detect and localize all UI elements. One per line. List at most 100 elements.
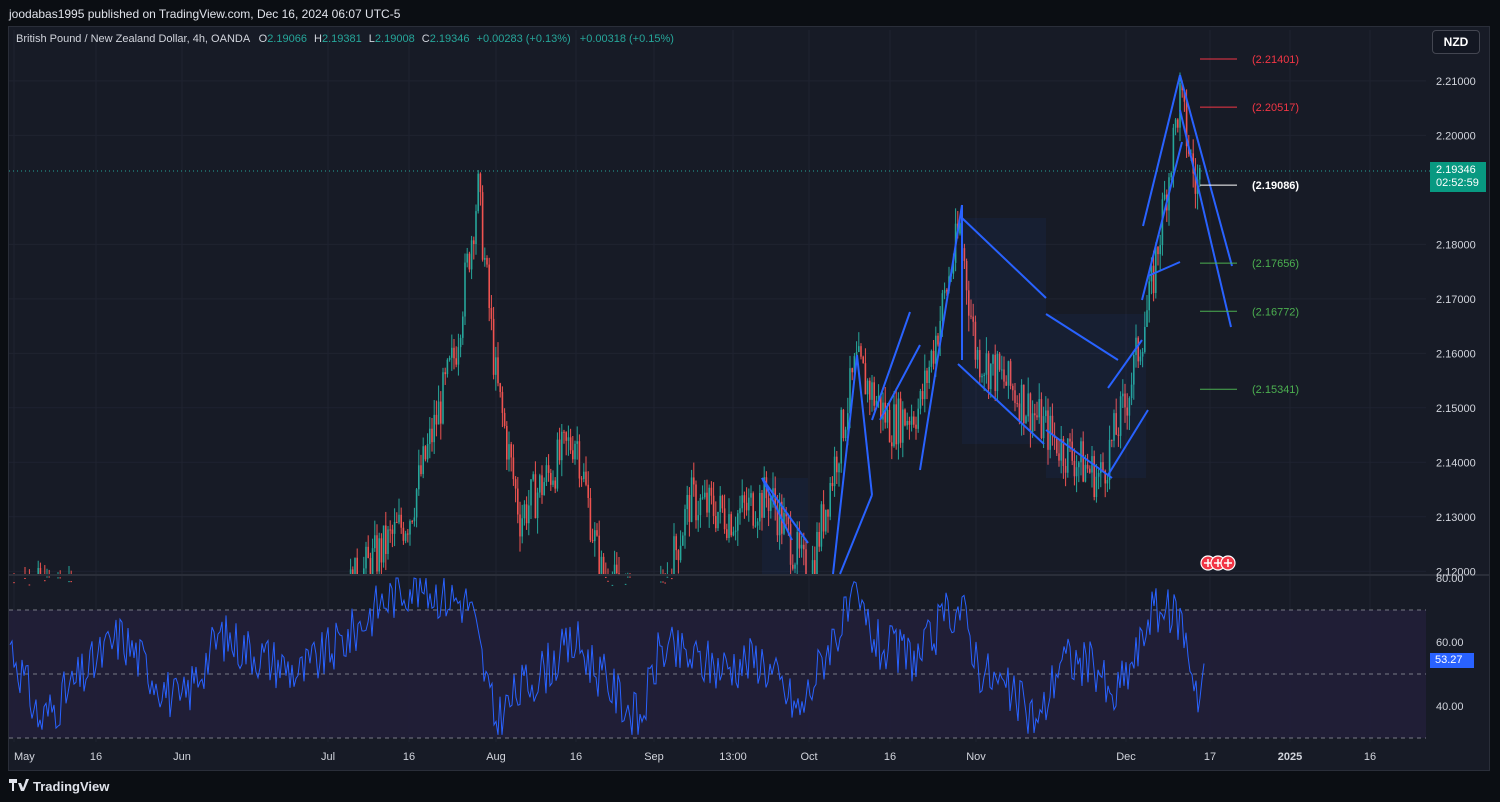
candle-body [710, 487, 713, 496]
candle-body [932, 350, 935, 364]
candle-body [693, 477, 695, 485]
candle-body [492, 318, 495, 375]
candle-body [836, 456, 838, 473]
candle-body [1014, 390, 1016, 403]
candle-body [618, 573, 620, 575]
candle-body [882, 402, 884, 420]
publisher-caption: joodabas1995 published on TradingView.co… [9, 7, 401, 21]
candle-body [39, 568, 42, 574]
candle-body [1115, 413, 1117, 435]
candle-body [475, 211, 477, 245]
candle-body [789, 524, 792, 565]
candle-body [983, 374, 985, 376]
candle-body [756, 521, 759, 526]
pattern-line-7 [961, 217, 1047, 299]
candle-body [411, 521, 413, 523]
candle-body [862, 356, 864, 364]
candle-body [554, 480, 556, 489]
candle-body [1042, 416, 1045, 439]
candle-body [429, 428, 431, 444]
candle-body [941, 293, 944, 321]
candle-body [59, 577, 61, 579]
pattern-lines [9, 74, 1430, 575]
rsi-band-fill [9, 610, 1426, 738]
candle-body [448, 357, 451, 360]
candle-body [563, 431, 565, 433]
bar-countdown: 02:52:59 [1436, 177, 1479, 189]
candle-body [466, 253, 468, 263]
candle-body [682, 535, 684, 546]
last-price: 2.19346 [1436, 164, 1476, 176]
candle-body [849, 368, 851, 414]
candle-body [1036, 415, 1038, 418]
candle-body [902, 409, 904, 443]
candle-body [594, 530, 596, 542]
candle-body [536, 492, 539, 519]
candle-body [734, 530, 737, 532]
candle-body [481, 192, 484, 260]
candle-body [1106, 480, 1109, 484]
candle-body [576, 441, 578, 444]
currency-button[interactable]: NZD [1432, 30, 1480, 54]
time-tick-11: Nov [966, 751, 986, 763]
candle-body [842, 409, 845, 439]
footer-brand[interactable]: TradingView [9, 779, 109, 794]
candle-body [455, 358, 457, 365]
candle-body [1023, 384, 1025, 423]
candle-body [1080, 441, 1082, 463]
candle-body [1133, 354, 1135, 385]
candle-body [884, 402, 886, 423]
flag-zone-2 [1046, 314, 1146, 478]
price-tick-2: 2.18000 [1436, 239, 1476, 251]
candle-body [28, 584, 31, 586]
candle-body [596, 530, 598, 536]
candle-body [587, 484, 589, 498]
candle-body [754, 525, 757, 527]
candle-body [1152, 265, 1155, 294]
candle-body [1117, 434, 1120, 436]
candles [13, 72, 1201, 586]
level-label-0: (2.21401) [1252, 54, 1299, 66]
candle-body [393, 521, 396, 534]
low-value: 2.19008 [374, 33, 415, 45]
candle-body [1025, 416, 1027, 423]
low-label: L [368, 33, 375, 45]
candle-body [743, 495, 746, 503]
candle-body [998, 353, 1001, 370]
candle-body [840, 409, 842, 464]
candle-body [974, 321, 977, 360]
candle-body [349, 569, 352, 574]
candle-body [897, 398, 900, 445]
candle-body [800, 544, 803, 549]
candle-body [547, 465, 550, 473]
candle-body [1135, 337, 1137, 355]
pattern-line-11 [1107, 409, 1149, 476]
time-tick-2: Jun [173, 751, 191, 763]
candle-body [354, 557, 356, 574]
candle-body [737, 513, 739, 531]
candle-body [767, 498, 770, 511]
candle-body [864, 363, 867, 395]
candle-body [875, 400, 878, 406]
candle-body [1056, 437, 1058, 454]
time-tick-12: Dec [1116, 751, 1136, 763]
candle-body [1071, 441, 1073, 461]
candle-body [365, 546, 367, 569]
candle-body [1108, 439, 1111, 481]
candle-body [495, 357, 497, 375]
level-label-3: (2.17656) [1252, 258, 1299, 270]
candle-body [671, 578, 673, 580]
candle-body [435, 414, 438, 425]
candle-body [369, 558, 372, 574]
candle-body [855, 352, 858, 357]
rsi-tick-0: 80.00 [1436, 573, 1464, 585]
candle-body [70, 581, 72, 583]
candle-body [1119, 396, 1122, 436]
last-price-tag: 2.19346 02:52:59 [1430, 162, 1486, 192]
candle-body [987, 353, 990, 390]
candle-body [569, 437, 572, 451]
candle-body [1102, 462, 1104, 471]
candle-body [732, 531, 735, 536]
candle-body [389, 529, 391, 531]
